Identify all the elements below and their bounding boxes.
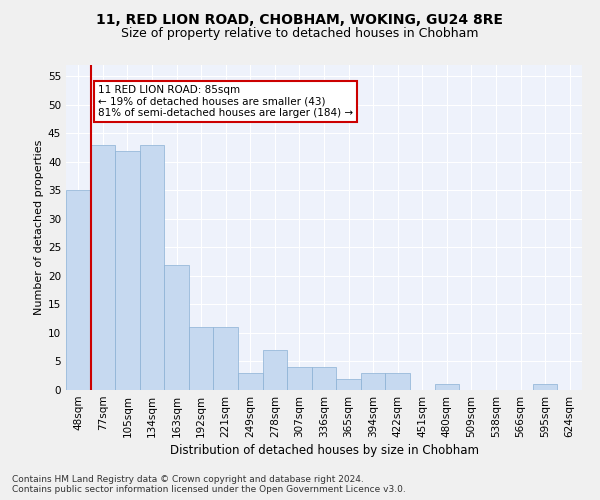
- Bar: [140, 145, 164, 390]
- Bar: [312, 367, 336, 390]
- Bar: [238, 373, 263, 390]
- Bar: [533, 384, 557, 390]
- Bar: [263, 350, 287, 390]
- Bar: [287, 367, 312, 390]
- Bar: [214, 328, 238, 390]
- Bar: [115, 150, 140, 390]
- Text: 11, RED LION ROAD, CHOBHAM, WOKING, GU24 8RE: 11, RED LION ROAD, CHOBHAM, WOKING, GU24…: [97, 12, 503, 26]
- Y-axis label: Number of detached properties: Number of detached properties: [34, 140, 44, 315]
- Text: Size of property relative to detached houses in Chobham: Size of property relative to detached ho…: [121, 28, 479, 40]
- Text: 11 RED LION ROAD: 85sqm
← 19% of detached houses are smaller (43)
81% of semi-de: 11 RED LION ROAD: 85sqm ← 19% of detache…: [98, 85, 353, 118]
- Bar: [336, 378, 361, 390]
- Text: Contains public sector information licensed under the Open Government Licence v3: Contains public sector information licen…: [12, 485, 406, 494]
- Bar: [91, 145, 115, 390]
- Bar: [164, 264, 189, 390]
- Bar: [189, 328, 214, 390]
- Text: Contains HM Land Registry data © Crown copyright and database right 2024.: Contains HM Land Registry data © Crown c…: [12, 475, 364, 484]
- Bar: [434, 384, 459, 390]
- Bar: [385, 373, 410, 390]
- Bar: [361, 373, 385, 390]
- Bar: [66, 190, 91, 390]
- X-axis label: Distribution of detached houses by size in Chobham: Distribution of detached houses by size …: [170, 444, 479, 457]
